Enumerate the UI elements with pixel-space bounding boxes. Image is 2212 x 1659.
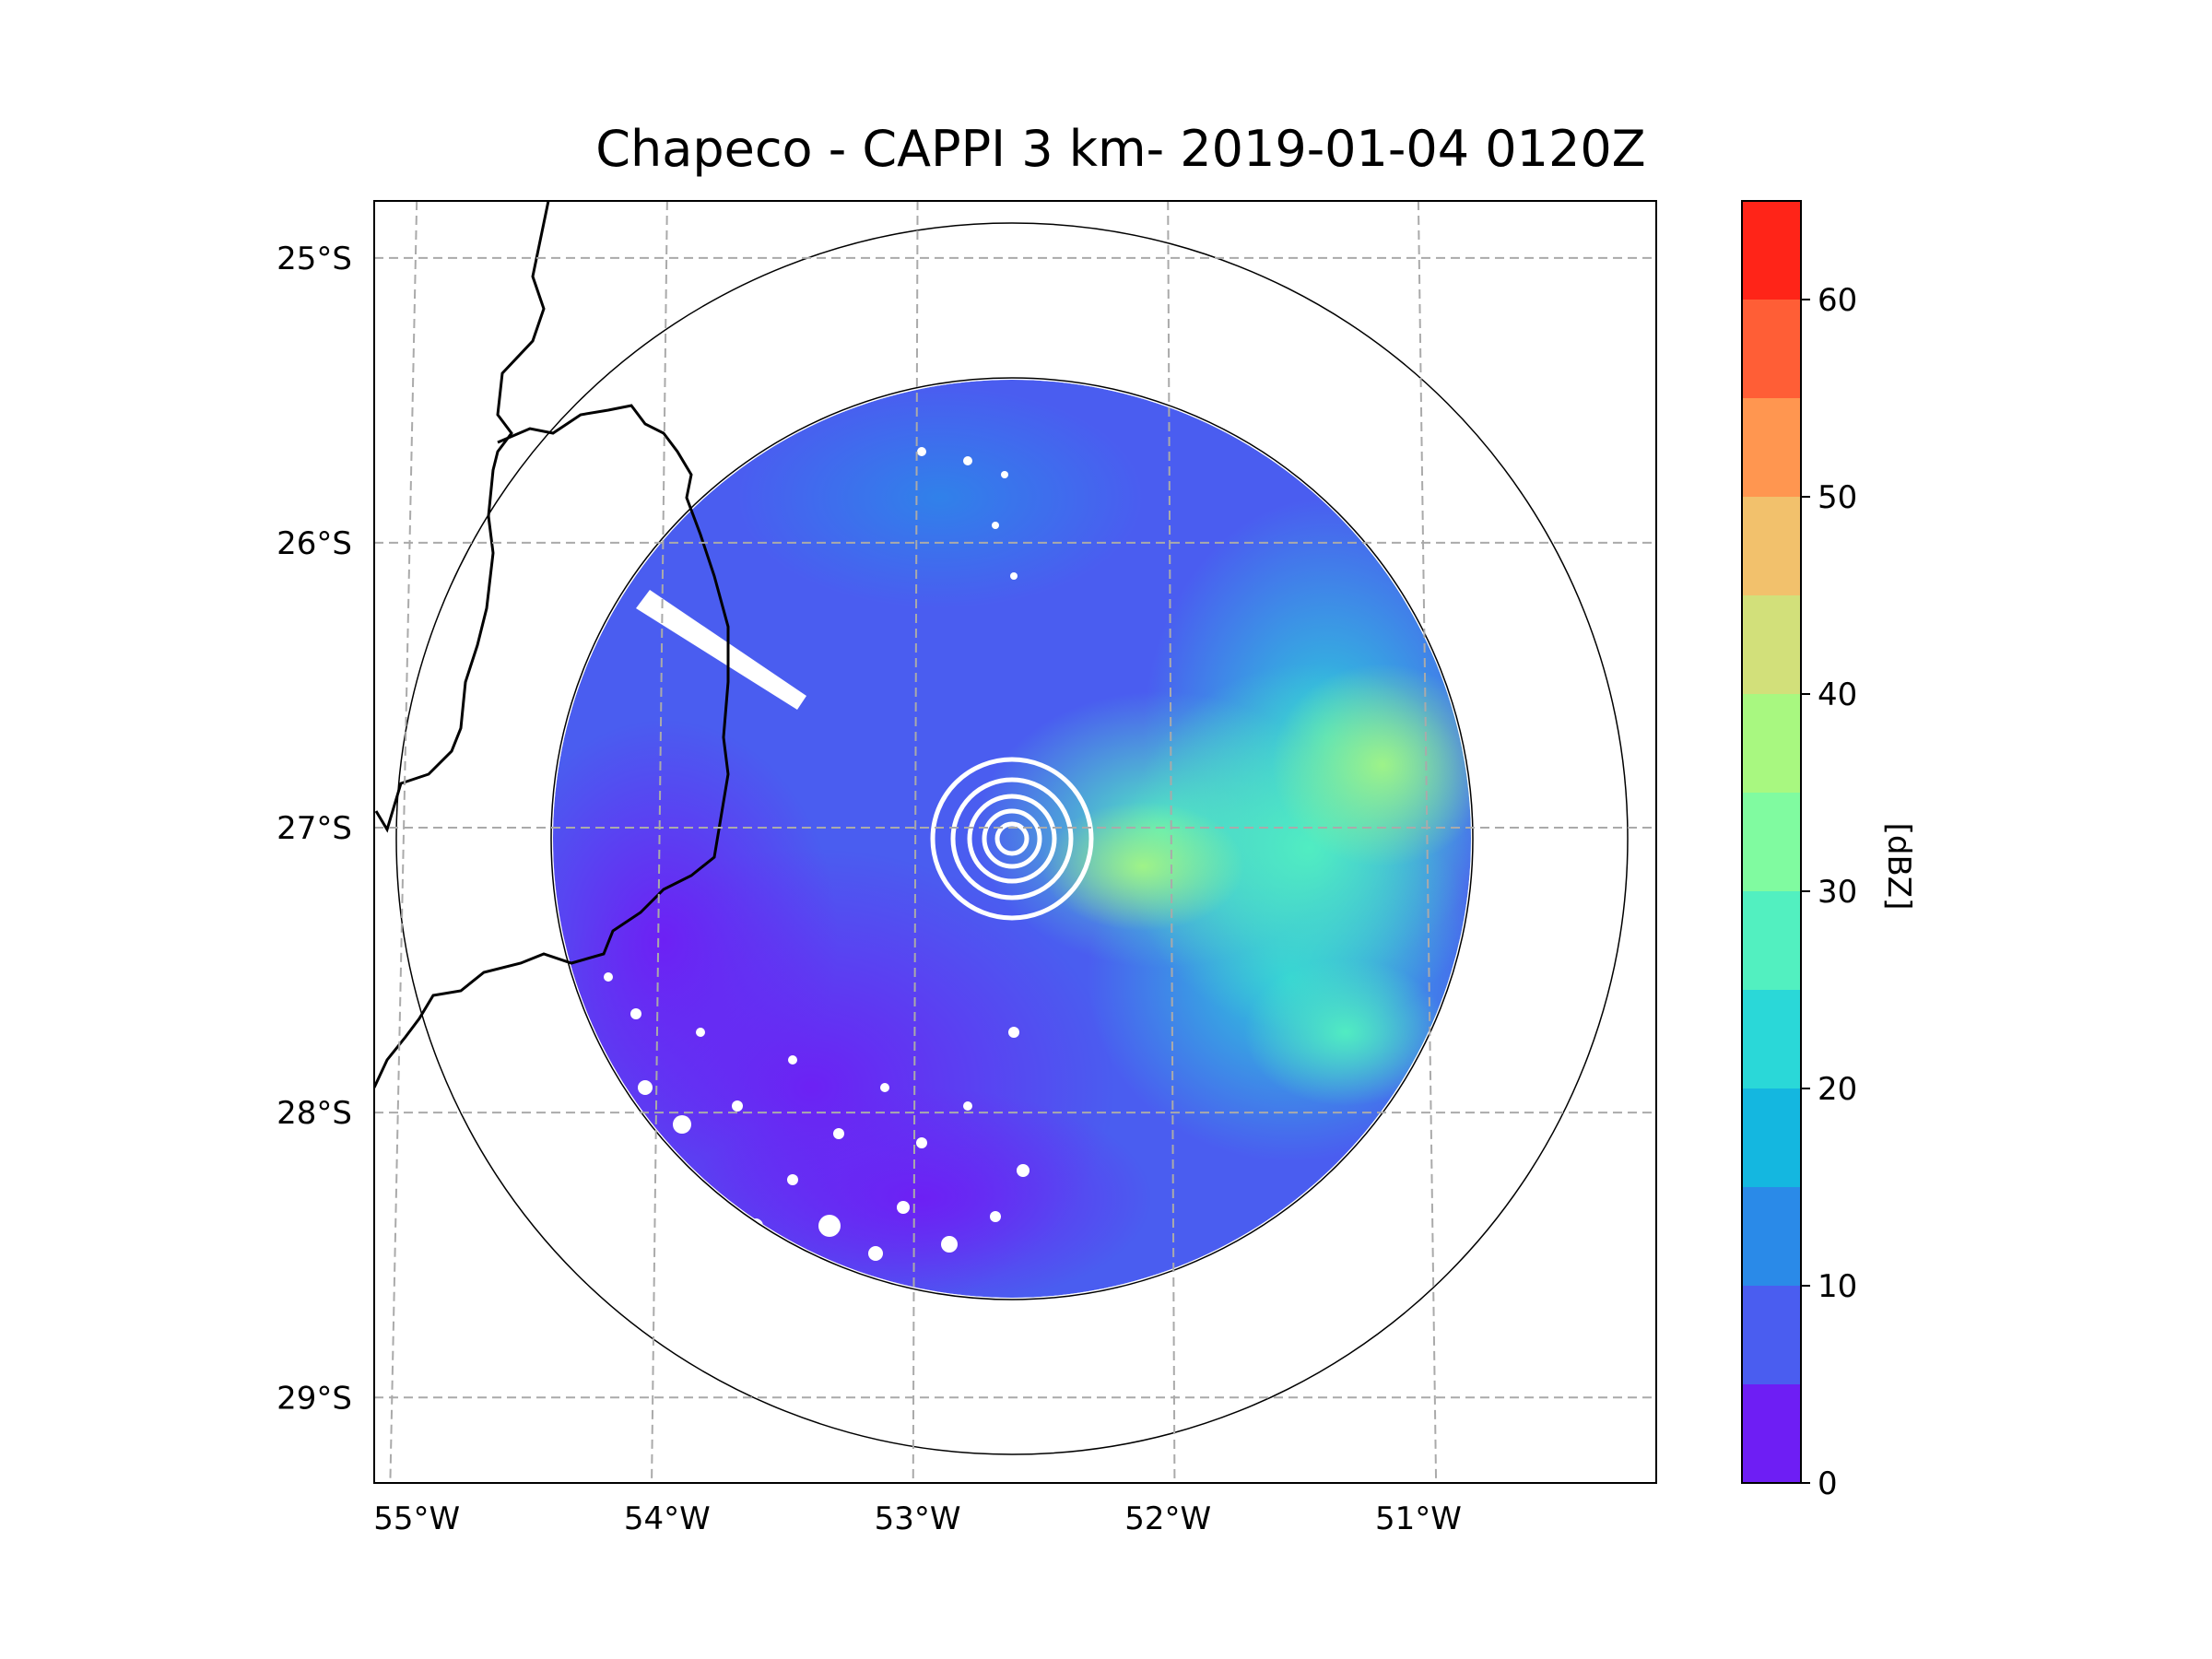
gridline-lon xyxy=(912,201,919,1483)
x-axis: 55°W 54°W 53°W 52°W 51°W xyxy=(373,1500,1462,1537)
colorbar-label: [dBZ] xyxy=(1880,822,1917,911)
range-ring-outer xyxy=(395,222,1629,1455)
colorbar-segment xyxy=(1742,694,1801,793)
colorbar-tick-label: 50 xyxy=(1818,479,1857,516)
colorbar-segment xyxy=(1742,1187,1801,1286)
x-tick-label: 51°W xyxy=(1375,1500,1462,1537)
colorbar-tick-label: 20 xyxy=(1818,1071,1857,1108)
colorbar-segment xyxy=(1742,300,1801,398)
x-tick-label: 52°W xyxy=(1124,1500,1211,1537)
colorbar-tick-label: 60 xyxy=(1818,282,1857,319)
colorbar-segment xyxy=(1742,497,1801,595)
y-tick-label: 27°S xyxy=(276,810,352,847)
y-axis: 25°S 26°S 27°S 28°S 29°S xyxy=(276,241,352,1417)
chart-title: Chapeco - CAPPI 3 km- 2019-01-04 0120Z xyxy=(595,120,1646,178)
y-tick-label: 28°S xyxy=(276,1095,352,1132)
colorbar-segment xyxy=(1742,990,1801,1088)
gridlines xyxy=(374,201,1656,1483)
colorbar-tick-label: 30 xyxy=(1818,874,1857,911)
radar-echo-field xyxy=(553,380,1471,1298)
axes-frame xyxy=(373,200,1657,1484)
colorbar-tick-label: 40 xyxy=(1818,677,1857,713)
x-tick-label: 53°W xyxy=(875,1500,961,1537)
colorbar-segment xyxy=(1742,1088,1801,1187)
colorbar-segment xyxy=(1742,793,1801,891)
range-ring-inner xyxy=(550,377,1474,1300)
colorbar-segment xyxy=(1742,201,1801,300)
colorbar-frame xyxy=(1741,200,1802,1484)
country-borders xyxy=(374,201,730,1088)
y-tick-label: 26°S xyxy=(276,525,352,562)
y-tick-label: 25°S xyxy=(276,241,352,277)
colorbar-tick-label: 0 xyxy=(1818,1465,1838,1502)
colorbar-segment xyxy=(1742,1286,1801,1384)
colorbar-segment xyxy=(1742,1384,1801,1483)
colorbar-tick-label: 10 xyxy=(1818,1268,1857,1305)
colorbar: 0 10 20 30 40 50 60 xyxy=(1741,200,1857,1502)
gridline-lon xyxy=(651,201,668,1483)
y-tick-label: 29°S xyxy=(276,1380,352,1417)
gridline-lon xyxy=(389,201,418,1483)
x-tick-label: 54°W xyxy=(624,1500,711,1537)
colorbar-segment xyxy=(1742,398,1801,497)
gridline-lon xyxy=(1417,201,1438,1483)
gridline-lon xyxy=(1167,201,1176,1483)
colorbar-segment xyxy=(1742,595,1801,694)
x-tick-label: 55°W xyxy=(373,1500,460,1537)
colorbar-segment xyxy=(1742,891,1801,990)
